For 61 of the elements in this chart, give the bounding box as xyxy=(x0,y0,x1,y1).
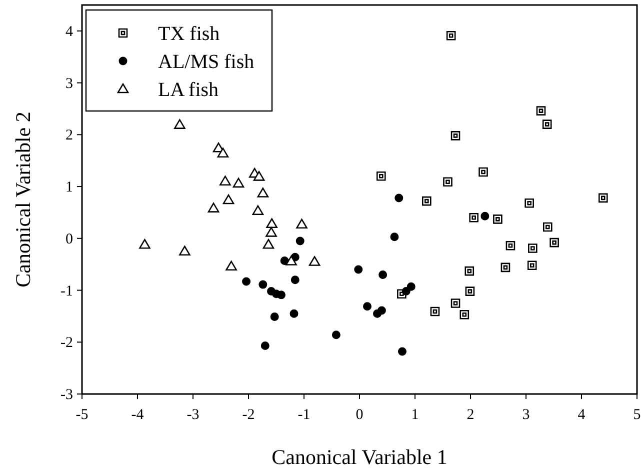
point xyxy=(394,194,404,202)
point xyxy=(398,347,406,356)
y-tick-label: -1 xyxy=(60,283,73,300)
point xyxy=(406,282,416,291)
y-tick-label: -3 xyxy=(60,387,73,403)
y-tick-label: 0 xyxy=(66,231,73,248)
x-tick-label: -3 xyxy=(186,407,200,423)
point xyxy=(222,194,234,204)
point xyxy=(266,218,278,228)
point xyxy=(252,205,264,216)
point xyxy=(373,309,382,318)
x-tick-label: 2 xyxy=(466,407,474,423)
point xyxy=(226,260,237,271)
point xyxy=(402,287,410,296)
y-tick-label: 4 xyxy=(66,24,74,40)
point xyxy=(296,218,308,229)
point xyxy=(332,330,340,340)
point xyxy=(257,188,269,198)
x-tick-label: -1 xyxy=(298,407,310,423)
point xyxy=(480,212,490,220)
x-tick-label: 4 xyxy=(578,407,586,423)
y-tick-label: 1 xyxy=(66,180,73,196)
point xyxy=(308,256,320,266)
point xyxy=(296,236,304,246)
point xyxy=(139,238,150,249)
y-tick-label: -2 xyxy=(60,335,73,352)
point xyxy=(286,256,297,266)
point xyxy=(270,312,279,321)
x-tick-label: -4 xyxy=(131,407,144,423)
point xyxy=(280,256,289,265)
point xyxy=(354,265,363,274)
point xyxy=(217,148,229,158)
x-tick-label: -5 xyxy=(76,407,88,423)
x-tick-label: -2 xyxy=(242,407,255,423)
point xyxy=(253,171,265,181)
point xyxy=(378,270,388,279)
y-tick-label: 2 xyxy=(66,128,73,144)
x-tick-label: 0 xyxy=(356,407,364,423)
y-tick-label: 3 xyxy=(66,76,73,92)
point xyxy=(260,342,270,350)
x-tick-label: 1 xyxy=(411,407,419,423)
legend-label: TX fish xyxy=(158,23,220,45)
x-axis-title: Canonical Variable 1 xyxy=(272,445,448,469)
y-axis-title: Canonical Variable 2 xyxy=(11,112,35,288)
point xyxy=(266,227,277,237)
point xyxy=(174,119,186,129)
point xyxy=(290,276,300,284)
point xyxy=(220,176,231,186)
x-tick-label: 5 xyxy=(633,407,641,423)
x-tick-label: 3 xyxy=(522,407,530,423)
point xyxy=(363,302,372,311)
point xyxy=(262,238,274,249)
point xyxy=(390,232,399,242)
legend-label: LA fish xyxy=(158,79,219,101)
point xyxy=(232,178,244,188)
point xyxy=(208,202,220,212)
point xyxy=(179,246,190,256)
point xyxy=(290,309,298,318)
legend-label: AL/MS fish xyxy=(158,51,254,73)
point xyxy=(258,280,268,289)
point xyxy=(242,277,251,286)
